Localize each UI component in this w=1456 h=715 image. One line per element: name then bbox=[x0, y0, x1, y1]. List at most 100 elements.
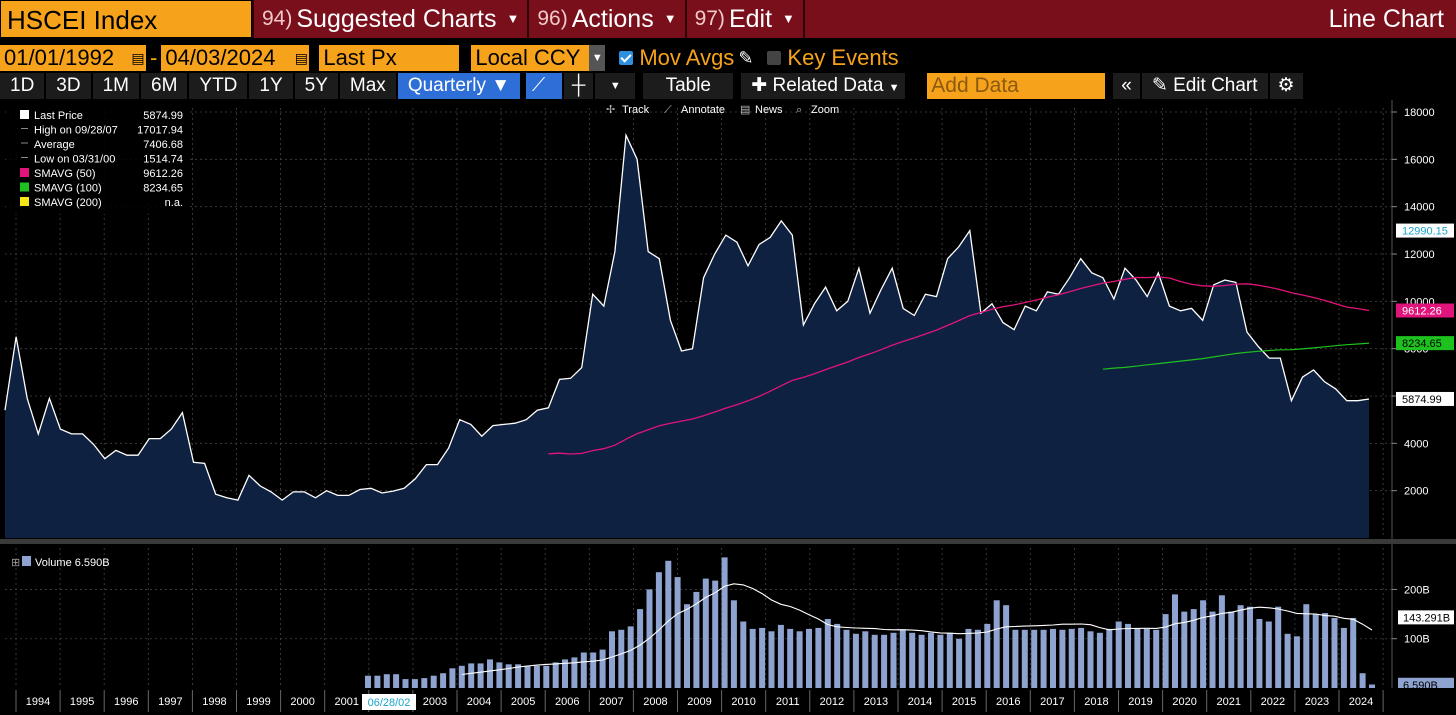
smavg50-series-line bbox=[548, 276, 1370, 455]
annotate-tool[interactable]: Annotate bbox=[681, 104, 725, 116]
expand-icon[interactable]: ⊞ bbox=[11, 557, 20, 569]
period-5y-button[interactable]: 5Y bbox=[294, 73, 338, 99]
period-3d-button[interactable]: 3D bbox=[46, 73, 91, 99]
chart-canvas[interactable]: 2000400060008000100001200014000160001800… bbox=[0, 100, 1456, 715]
volume-bar bbox=[1322, 613, 1329, 688]
range-bar: 01/01/1992 ▤ - 04/03/2024 ▤ Last Px Loca… bbox=[0, 44, 1456, 72]
zoom-tool[interactable]: Zoom bbox=[811, 104, 839, 116]
add-data-input[interactable]: Add Data bbox=[927, 73, 1106, 99]
table-button[interactable]: Table bbox=[643, 73, 734, 99]
legend-swatch bbox=[20, 197, 29, 206]
period-1d-button[interactable]: 1D bbox=[0, 73, 45, 99]
calendar-icon[interactable]: ▤ bbox=[130, 45, 146, 71]
volume-bar bbox=[515, 664, 522, 688]
x-tick-label: 2016 bbox=[996, 696, 1020, 708]
news-tool[interactable]: News bbox=[755, 104, 783, 116]
volume-bar bbox=[928, 632, 934, 688]
volume-bar bbox=[524, 665, 531, 688]
legend-value: 9612.26 bbox=[143, 168, 183, 180]
end-date-input[interactable]: 04/03/2024 bbox=[161, 45, 294, 71]
volume-bar bbox=[1106, 628, 1113, 688]
volume-bar bbox=[562, 659, 568, 688]
key-events-checkbox[interactable] bbox=[767, 51, 782, 65]
price-label: 9612.26 bbox=[1402, 306, 1442, 318]
ticker-field[interactable]: HSCEI Index bbox=[0, 0, 252, 38]
period-1y-button[interactable]: 1Y bbox=[249, 73, 293, 99]
volume-legend-swatch bbox=[22, 556, 31, 566]
frequency-label: Quarterly bbox=[407, 75, 486, 96]
zoom-icon[interactable]: ⌕ bbox=[796, 104, 802, 116]
menu-number: 97) bbox=[694, 7, 725, 30]
legend-label: Last Price bbox=[34, 110, 83, 122]
x-tick-label: 2023 bbox=[1305, 696, 1329, 708]
crosshair-icon[interactable]: ┼ bbox=[563, 73, 594, 99]
edit-chart-button[interactable]: ✎ Edit Chart bbox=[1141, 73, 1268, 99]
y-tick-label: 2000 bbox=[1404, 486, 1428, 498]
track-icon[interactable]: ✢ bbox=[606, 104, 615, 116]
volume-bar bbox=[974, 629, 981, 688]
chart-options-dropdown[interactable]: ▼ bbox=[595, 73, 636, 99]
field-selector[interactable]: Last Px bbox=[319, 45, 460, 71]
gear-icon[interactable]: ⚙ bbox=[1269, 73, 1303, 99]
volume-bar bbox=[815, 627, 822, 688]
price-label-box bbox=[1396, 336, 1454, 351]
news-icon[interactable]: ▤ bbox=[740, 104, 750, 116]
volume-bar bbox=[1228, 611, 1235, 688]
collapse-icon[interactable]: « bbox=[1113, 73, 1140, 99]
menu-label: Suggested Charts bbox=[296, 5, 497, 33]
volume-bar bbox=[543, 665, 550, 688]
volume-bar bbox=[1369, 684, 1375, 688]
x-tick-label: 1994 bbox=[26, 696, 50, 708]
x-tick-label: 2013 bbox=[864, 696, 888, 708]
period-ytd-button[interactable]: YTD bbox=[189, 73, 248, 99]
track-tool[interactable]: Track bbox=[622, 104, 650, 116]
period-6m-button[interactable]: 6M bbox=[141, 73, 188, 99]
y-tick-label: 18000 bbox=[1404, 107, 1435, 119]
x-axis-strip bbox=[0, 688, 1456, 715]
legend-label: Average bbox=[34, 139, 75, 151]
frequency-selector[interactable]: Quarterly ▼ bbox=[397, 73, 520, 99]
line-chart-icon[interactable]: ⟋ bbox=[525, 73, 562, 99]
volume-bar bbox=[1237, 605, 1244, 688]
price-label: 5874.99 bbox=[1402, 394, 1442, 406]
currency-selector[interactable]: Local CCY bbox=[471, 45, 590, 71]
suggested-charts-menu[interactable]: 94) Suggested Charts ▼ bbox=[252, 0, 527, 38]
y-tick-label: 16000 bbox=[1404, 154, 1435, 166]
volume-average-line bbox=[461, 583, 1373, 676]
panel-divider[interactable] bbox=[0, 539, 1456, 544]
calendar-icon[interactable]: ▤ bbox=[293, 45, 310, 71]
caret-down-icon: ▼ bbox=[782, 11, 795, 26]
edit-menu[interactable]: 97) Edit ▼ bbox=[684, 0, 805, 38]
x-tick-label: 2010 bbox=[731, 696, 755, 708]
volume-bar bbox=[590, 652, 597, 688]
volume-bar bbox=[1359, 673, 1366, 688]
start-date-input[interactable]: 01/01/1992 bbox=[0, 45, 130, 71]
volume-bar bbox=[458, 665, 465, 688]
x-tick-label: 1995 bbox=[70, 696, 94, 708]
volume-bar bbox=[1050, 628, 1056, 688]
period-max-button[interactable]: Max bbox=[339, 73, 396, 99]
mov-avgs-checkbox[interactable] bbox=[619, 51, 634, 65]
legend-value: 5874.99 bbox=[143, 110, 183, 122]
period-1m-button[interactable]: 1M bbox=[92, 73, 139, 99]
pencil-icon[interactable]: ✎ bbox=[738, 47, 754, 68]
legend-swatch bbox=[20, 168, 29, 177]
volume-bar bbox=[1068, 628, 1075, 688]
caret-down-icon: ▼ bbox=[663, 11, 677, 26]
x-tick-label: 2003 bbox=[423, 696, 447, 708]
related-data-button[interactable]: ✚ Related Data ▼ bbox=[741, 73, 906, 99]
dropdown-arrow-icon[interactable]: ▼ bbox=[589, 45, 606, 71]
menu-label: Actions bbox=[571, 5, 654, 33]
annotate-icon[interactable]: ⟋ bbox=[664, 104, 672, 116]
volume-bar bbox=[946, 632, 953, 688]
volume-bar bbox=[721, 557, 728, 688]
volume-bar bbox=[580, 652, 587, 688]
x-tick-label: 2018 bbox=[1084, 696, 1108, 708]
volume-bar bbox=[477, 663, 484, 688]
volume-bar bbox=[365, 675, 371, 688]
volume-bar bbox=[1209, 611, 1216, 688]
legend-value: 1514.74 bbox=[143, 154, 183, 166]
actions-menu[interactable]: 96) Actions ▼ bbox=[527, 0, 684, 38]
volume-bar bbox=[740, 621, 747, 688]
volume-bar bbox=[909, 632, 916, 688]
